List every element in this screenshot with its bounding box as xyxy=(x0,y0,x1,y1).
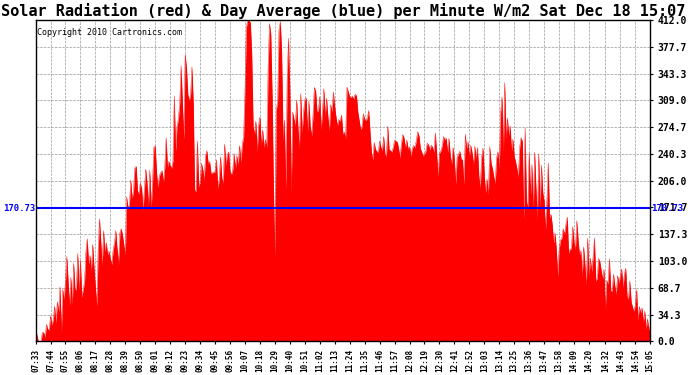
Text: 170.73: 170.73 xyxy=(3,204,35,213)
Text: Copyright 2010 Cartronics.com: Copyright 2010 Cartronics.com xyxy=(37,28,182,37)
Text: 170.73: 170.73 xyxy=(651,204,683,213)
Title: Solar Radiation (red) & Day Average (blue) per Minute W/m2 Sat Dec 18 15:07: Solar Radiation (red) & Day Average (blu… xyxy=(1,3,685,19)
